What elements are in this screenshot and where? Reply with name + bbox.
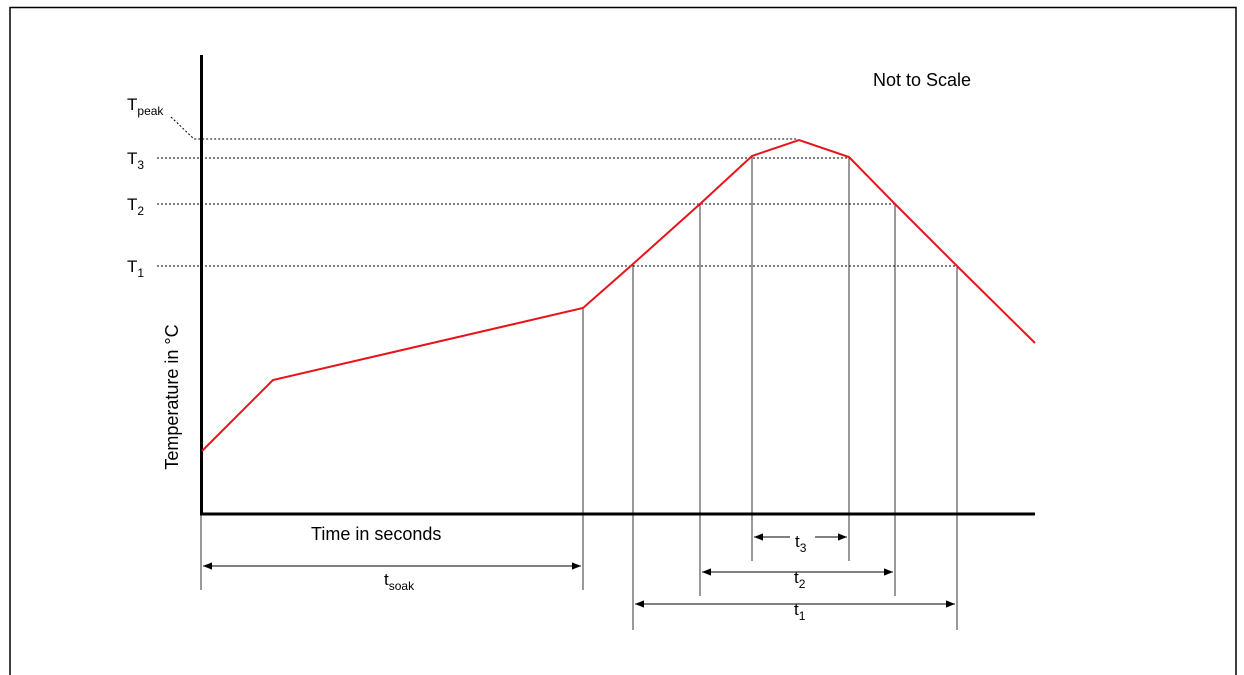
- time-interval-labels: tsoak t3 t2 t1: [384, 532, 807, 623]
- t3-label: T3: [127, 149, 144, 172]
- time-drop-lines: [200, 156, 958, 630]
- diagram-frame: [9, 6, 1237, 675]
- tsoak-label: tsoak: [384, 570, 415, 593]
- t1-label: T1: [127, 257, 144, 280]
- y-axis-label: Temperature in °C: [162, 324, 182, 469]
- temperature-guides: [157, 116, 957, 267]
- tpeak-guide: [170, 116, 797, 140]
- temperature-profile-curve: [201, 138, 1036, 452]
- tpeak-label: Tpeak: [127, 95, 164, 118]
- t1-interval-label: t1: [794, 600, 806, 623]
- x-axis-label: Time in seconds: [311, 524, 441, 544]
- temperature-labels: Tpeak T3 T2 T1: [127, 95, 164, 280]
- t2-label: T2: [127, 195, 144, 218]
- t3-interval-label: t3: [795, 532, 807, 555]
- dimension-arrows: [203, 533, 955, 608]
- not-to-scale-note: Not to Scale: [873, 70, 971, 90]
- t2-interval-label: t2: [794, 568, 806, 591]
